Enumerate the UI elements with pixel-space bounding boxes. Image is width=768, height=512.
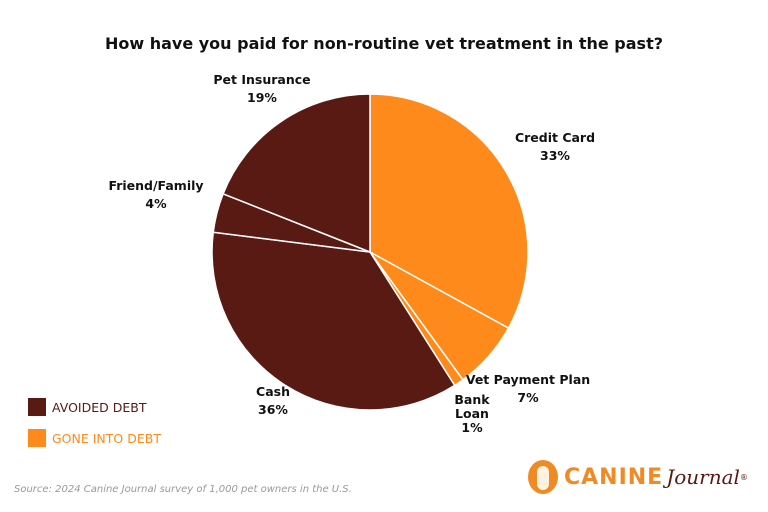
registered-mark: ® [739,472,748,482]
slice-label: Vet Payment Plan 7% [466,372,590,405]
slice-label: Bank Loan 1% [454,392,490,435]
legend-item-avoided-debt: AVOIDED DEBT [28,398,146,416]
slice-label: Pet Insurance 19% [213,72,310,105]
legend-label: AVOIDED DEBT [52,399,147,415]
legend-label: GONE INTO DEBT [52,430,161,446]
legend-swatch [28,429,46,447]
pie-slice-pet-insurance [222,93,371,254]
logo-text: CANINE [564,464,664,490]
legend-swatch [28,398,46,416]
source-note: Source: 2024 Canine Journal survey of 1,… [14,484,352,495]
canine-journal-logo: CANINE Journal ® [528,460,748,494]
logo-text-script: Journal [666,465,740,489]
slice-label: Credit Card 33% [515,130,595,163]
slice-label: Friend/Family 4% [108,178,203,211]
legend-item-gone-into-debt: GONE INTO DEBT [28,429,161,447]
slice-label: Cash 36% [256,384,290,417]
pie-slice-credit-card [369,93,529,330]
dog-logo-icon [528,460,558,494]
pie-slice-cash [211,231,456,411]
chart-title: How have you paid for non-routine vet tr… [104,34,664,53]
